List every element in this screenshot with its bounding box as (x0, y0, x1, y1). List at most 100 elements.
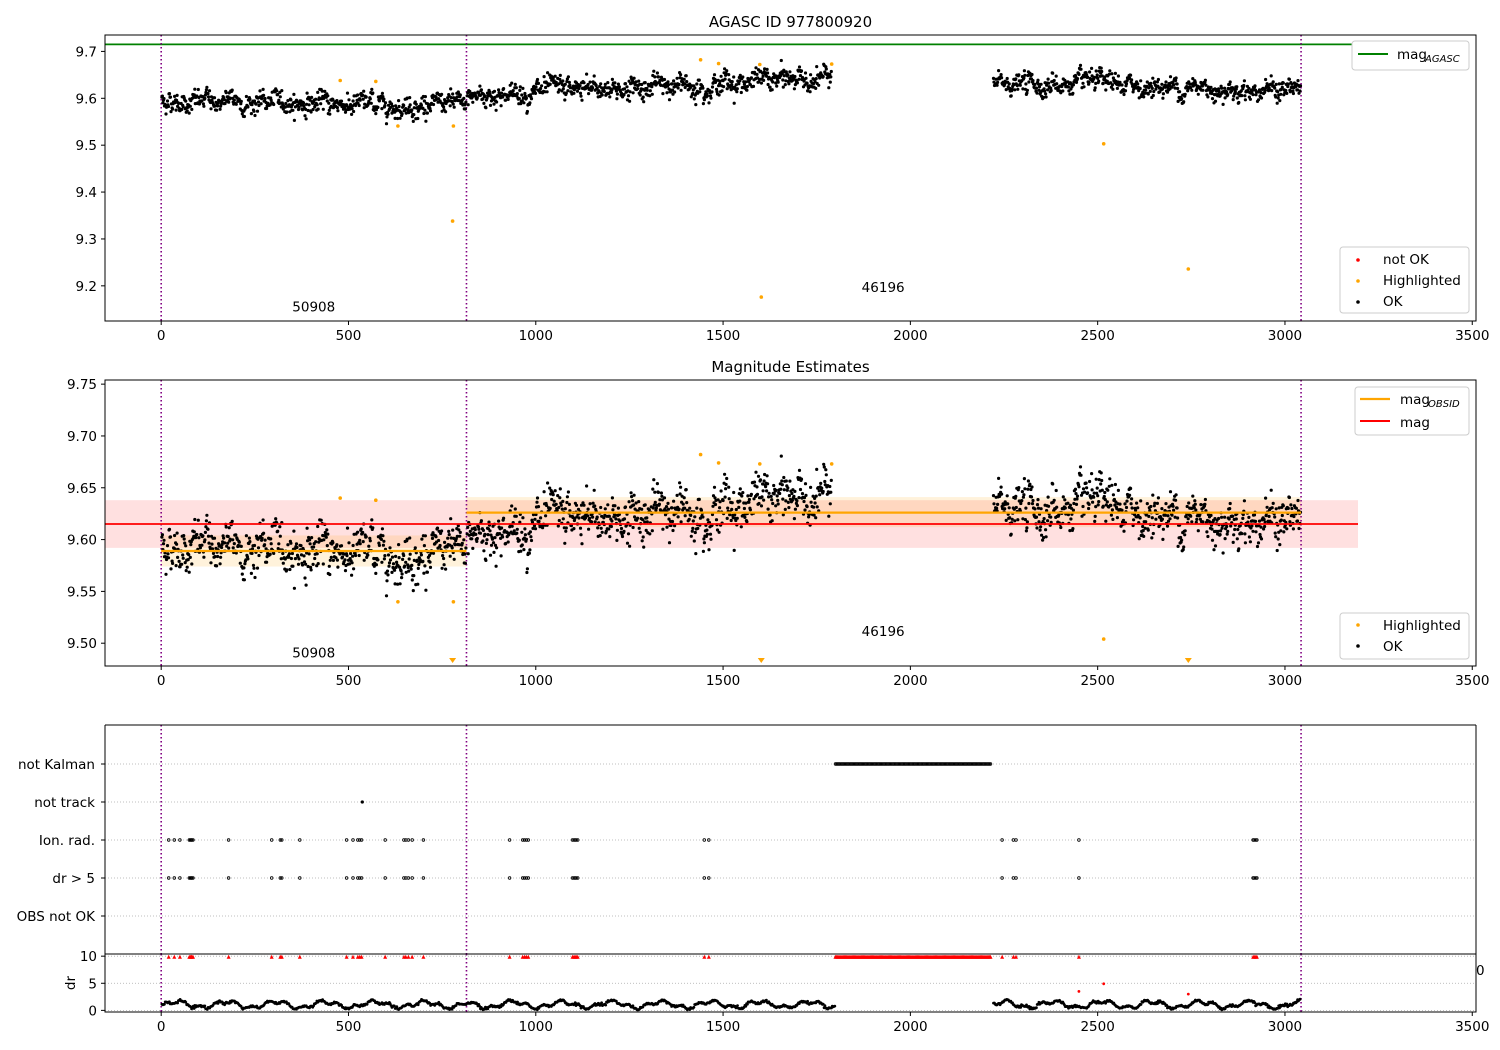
ok-point (495, 546, 499, 550)
ok-point (697, 497, 701, 501)
ok-point (788, 70, 792, 74)
ok-point (622, 93, 626, 97)
ok-point (359, 527, 363, 531)
ok-point (406, 565, 410, 570)
dr-gt-5-marker (574, 876, 578, 880)
ok-point (1063, 506, 1067, 510)
ok-point (446, 536, 450, 540)
ok-point (1193, 499, 1197, 503)
ok-point (493, 543, 498, 548)
ok-point (1105, 500, 1109, 504)
ok-point (586, 507, 590, 511)
ok-point (481, 528, 485, 533)
ok-point (407, 569, 411, 573)
ok-point (281, 551, 285, 556)
ok-point (423, 108, 427, 112)
ok-point (744, 501, 748, 505)
ion-rad-marker (402, 838, 406, 842)
ok-point (335, 99, 339, 103)
ok-point (368, 97, 372, 101)
ok-point (190, 562, 194, 566)
ok-point (444, 567, 448, 571)
highlighted-point (1186, 267, 1191, 271)
ok-point (606, 503, 610, 507)
ok-point (1111, 493, 1115, 497)
dr-gt-5-marker (1000, 876, 1004, 880)
ok-point (1006, 502, 1010, 506)
ok-point (828, 502, 832, 506)
ok-point (190, 107, 194, 111)
ok-point (1051, 482, 1055, 486)
ok-point (202, 555, 206, 559)
ok-point (588, 502, 592, 506)
ok-point (1075, 497, 1079, 501)
ok-point (525, 109, 530, 114)
ok-point (393, 116, 397, 120)
ok-point (715, 528, 720, 532)
ok-point (1208, 520, 1212, 524)
ok-point (813, 501, 817, 505)
ok-point (1243, 541, 1247, 545)
ok-point (387, 564, 391, 568)
ok-point (477, 527, 481, 531)
dr-point (203, 1004, 207, 1008)
ok-point (797, 65, 802, 69)
ok-point (558, 77, 562, 81)
ok-point (608, 95, 612, 99)
ok-point (588, 80, 592, 84)
ok-point (1023, 518, 1027, 522)
ok-point (643, 503, 647, 507)
ok-point (637, 500, 641, 504)
ok-point (335, 558, 339, 562)
ok-point (548, 506, 552, 510)
ok-point (263, 538, 267, 542)
ok-point (1170, 85, 1174, 89)
ok-point (416, 116, 420, 121)
ok-point (1296, 498, 1300, 503)
ok-point (676, 86, 680, 90)
ok-point (1220, 515, 1224, 519)
ok-point (561, 87, 565, 91)
mag-title: Magnitude Estimates (711, 358, 869, 376)
ok-point (1203, 502, 1207, 506)
ok-point (798, 74, 803, 78)
ok-point (161, 542, 166, 546)
ok-point (381, 95, 385, 99)
agasc-ytick-label: 9.5 (76, 138, 97, 154)
ok-point (1276, 96, 1280, 100)
ok-point (165, 544, 170, 548)
ok-point (1071, 508, 1075, 512)
ok-point (744, 80, 748, 84)
ok-point (1274, 95, 1278, 99)
agasc-frame (104, 34, 1477, 322)
ok-point (246, 557, 250, 561)
ok-point (246, 105, 250, 109)
ok-point (749, 76, 754, 80)
ok-point (177, 559, 181, 564)
ok-point (1031, 498, 1035, 503)
ok-point (1185, 504, 1189, 509)
ok-point (1078, 465, 1083, 469)
ok-point (1026, 487, 1030, 491)
ok-point (684, 74, 688, 78)
agasc-ytick-label: 9.7 (76, 44, 97, 60)
ok-point (522, 548, 526, 552)
ok-point (627, 79, 631, 83)
ok-point (727, 497, 731, 501)
ok-point (1023, 73, 1027, 77)
ok-point (1290, 82, 1294, 86)
ok-point (655, 71, 660, 75)
ok-point (498, 532, 502, 536)
ok-point (1259, 91, 1263, 95)
ok-point (787, 82, 791, 86)
ok-point (428, 109, 433, 113)
ok-point (492, 89, 497, 93)
legend-label: OK (1383, 639, 1404, 655)
ok-point (529, 535, 533, 539)
ok-point (168, 95, 173, 99)
ok-point (1161, 537, 1165, 542)
ok-point (356, 530, 360, 534)
ok-point (1141, 529, 1145, 533)
